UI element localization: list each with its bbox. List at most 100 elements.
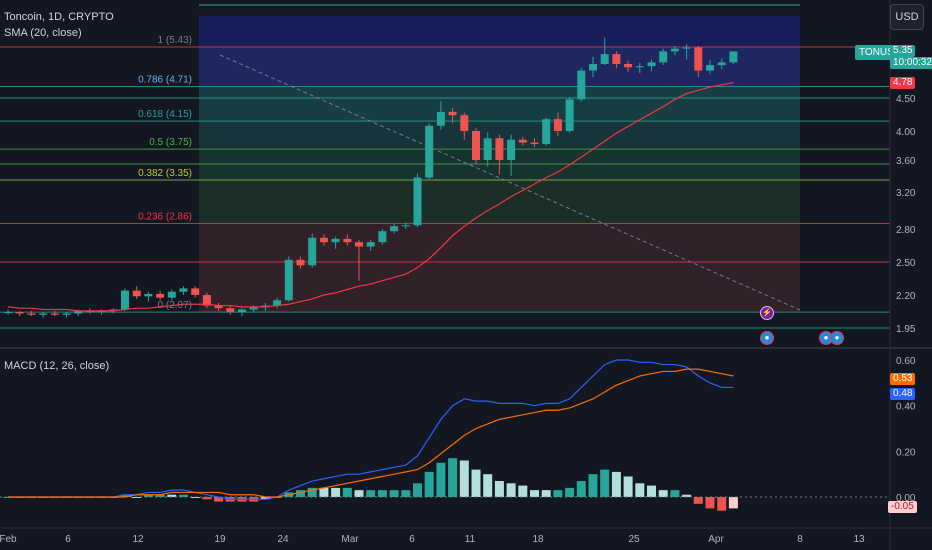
sma-legend: SMA (20, close): [4, 27, 82, 39]
macd-histogram-bar: [728, 497, 738, 509]
candle-body: [694, 47, 703, 71]
price-tick-label: 2.80: [896, 225, 916, 236]
candle-body: [647, 62, 656, 67]
candle-body: [144, 293, 153, 297]
price-tick-label: 4.50: [896, 94, 916, 105]
trend-line: [219, 54, 801, 311]
us-event-icon[interactable]: ●: [830, 331, 844, 345]
candle-body: [507, 139, 516, 160]
macd-histogram-bar: [401, 490, 411, 497]
symbol-tag-label: TONUSD: [859, 47, 902, 58]
candle-body: [284, 259, 293, 301]
symbol-title: Toncoin, 1D, CRYPTO: [4, 11, 114, 23]
candle-body: [226, 308, 235, 313]
macd-histogram-bar: [658, 490, 668, 497]
candle-body: [624, 64, 633, 68]
fib-zone: [199, 86, 800, 122]
candle-body: [635, 66, 644, 68]
fib-level-label: 0.236 (2.86): [138, 211, 192, 222]
countdown-tag: 10:00:32: [890, 57, 932, 69]
time-tick-label: 19: [214, 534, 226, 545]
currency-button[interactable]: USD: [890, 4, 924, 30]
macd-value-tag: 0.53: [890, 373, 916, 385]
macd-legend: MACD (12, 26, close): [4, 360, 110, 372]
time-tick-label: 8: [797, 534, 803, 545]
macd-histogram-bar: [331, 487, 341, 497]
time-tick-label: 24: [277, 534, 289, 545]
candle-body: [495, 138, 504, 160]
macd-histogram-bar: [494, 481, 504, 497]
macd-histogram-bar: [342, 487, 352, 497]
candle-body: [156, 293, 165, 298]
candle-body: [472, 131, 480, 160]
macd-histogram-bar: [705, 497, 715, 509]
candle-body: [167, 291, 176, 298]
macd-histogram-bar: [296, 490, 305, 497]
macd-histogram-bar: [319, 487, 329, 497]
time-tick-label: 6: [65, 534, 71, 545]
macd-tick-label: 0.40: [896, 402, 916, 413]
candle-body: [39, 313, 48, 315]
fib-zone: [199, 180, 800, 224]
price-tick-label: 2.50: [896, 258, 916, 269]
macd-histogram-bar: [611, 471, 621, 497]
fib-level-label: 0.5 (3.75): [149, 137, 192, 148]
price-tick-label: 1.95: [896, 324, 916, 335]
candle-body: [670, 48, 679, 52]
candle-body: [565, 99, 574, 131]
candle-body: [27, 313, 36, 315]
hist-value-tag: -0.05: [888, 501, 917, 513]
candle-body: [214, 305, 223, 309]
macd-histogram-bar: [635, 483, 645, 497]
candle-body: [659, 51, 668, 63]
macd-histogram-bar: [424, 471, 434, 497]
candle-body: [121, 290, 129, 310]
macd-histogram-bar: [214, 497, 224, 502]
sma-value-tag: 4.78: [890, 77, 916, 89]
fib-level-label: 0.786 (4.71): [138, 74, 192, 85]
candle-body: [448, 111, 457, 116]
macd-histogram-bar: [202, 497, 212, 500]
time-tick-label: Mar: [341, 534, 359, 545]
macd-histogram-bar: [413, 483, 422, 497]
macd-histogram-bar: [354, 490, 364, 497]
macd-histogram-bar: [518, 485, 528, 497]
signal-line: [8, 368, 734, 498]
candle-body: [202, 295, 211, 306]
candle-body: [460, 115, 469, 131]
candle-body: [308, 237, 317, 266]
lightning-event-icon[interactable]: ⚡: [760, 306, 774, 320]
candle-body: [436, 111, 445, 126]
signal-value-tag: 0.48: [890, 388, 916, 400]
candle-body: [15, 312, 24, 314]
macd-histogram-bar: [565, 487, 575, 497]
macd-histogram-bar: [682, 494, 692, 497]
candle-body: [343, 238, 352, 243]
macd-tick-label: 0.00: [896, 493, 916, 504]
candle-body: [542, 119, 551, 145]
candle-body: [518, 139, 527, 143]
fib-zone: [199, 223, 800, 313]
candle-body: [273, 300, 282, 306]
macd-tick-label: 0.20: [896, 447, 916, 458]
price-tick-label: 3.60: [896, 156, 916, 167]
candle-body: [296, 259, 305, 266]
macd-histogram-bar: [167, 494, 177, 497]
time-tick-label: 18: [532, 534, 544, 545]
us-event-icon[interactable]: ●: [760, 331, 774, 345]
macd-histogram-bar: [623, 476, 633, 497]
candle-body: [366, 242, 375, 247]
candle-body: [4, 312, 12, 314]
candle-body: [682, 47, 691, 49]
candle-body: [261, 305, 270, 307]
price-tick-label: 3.20: [896, 188, 916, 199]
macd-histogram-bar: [483, 474, 493, 497]
macd-tick-label: 0.60: [896, 356, 916, 367]
candle-body: [530, 142, 539, 145]
macd-histogram-bar: [717, 497, 727, 511]
macd-histogram-bar: [553, 490, 563, 497]
candle-body: [717, 62, 726, 66]
macd-histogram-bar: [530, 490, 539, 497]
candle-body: [132, 290, 141, 297]
